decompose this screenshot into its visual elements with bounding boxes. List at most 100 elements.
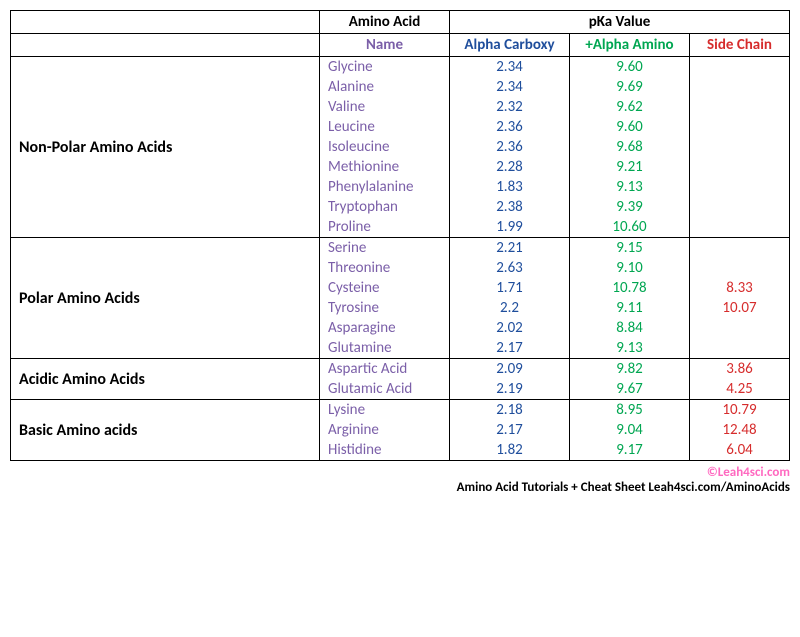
side-chain-value [690,258,790,278]
side-chain-value [690,97,790,117]
amino-name: Methionine [320,157,450,177]
side-chain-value: 4.25 [690,379,790,400]
empty-corner-2 [11,34,320,57]
table-row: Non-Polar Amino AcidsGlycine2.349.60 [11,57,790,78]
alpha-amino-value: 9.82 [570,359,690,380]
alpha-carboxy-value: 2.34 [450,57,570,78]
header-row-1: Amino Acid pKa Value [11,11,790,34]
header-pka-value: pKa Value [450,11,790,34]
amino-name: Lysine [320,400,450,421]
side-chain-value [690,57,790,78]
col-header-name: Name [320,34,450,57]
side-chain-value [690,217,790,238]
alpha-carboxy-value: 2.36 [450,137,570,157]
table-row: Basic Amino acidsLysine2.188.9510.79 [11,400,790,421]
alpha-amino-value: 9.68 [570,137,690,157]
amino-name: Isoleucine [320,137,450,157]
category-cell: Non-Polar Amino Acids [11,57,320,238]
alpha-amino-value: 9.15 [570,238,690,259]
header-row-2: Name Alpha Carboxy +Alpha Amino Side Cha… [11,34,790,57]
table-row: Polar Amino AcidsSerine2.219.15 [11,238,790,259]
side-chain-value [690,197,790,217]
side-chain-value [690,157,790,177]
side-chain-value [690,177,790,197]
side-chain-value: 8.33 [690,278,790,298]
alpha-amino-value: 9.39 [570,197,690,217]
amino-name: Arginine [320,420,450,440]
alpha-amino-value: 9.60 [570,57,690,78]
alpha-carboxy-value: 2.63 [450,258,570,278]
category-cell: Basic Amino acids [11,400,320,461]
alpha-amino-value: 10.78 [570,278,690,298]
table-row: Acidic Amino AcidsAspartic Acid2.099.823… [11,359,790,380]
alpha-amino-value: 9.10 [570,258,690,278]
amino-name: Histidine [320,440,450,461]
amino-name: Proline [320,217,450,238]
copyright-text: ©Leah4sci.com [10,465,790,480]
col-header-amino: +Alpha Amino [570,34,690,57]
amino-acid-table: Amino Acid pKa Value Name Alpha Carboxy … [10,10,790,461]
col-header-side: Side Chain [690,34,790,57]
alpha-amino-value: 9.21 [570,157,690,177]
side-chain-value [690,318,790,338]
amino-name: Tryptophan [320,197,450,217]
alpha-carboxy-value: 1.83 [450,177,570,197]
side-chain-value [690,77,790,97]
amino-name: Alanine [320,77,450,97]
alpha-carboxy-value: 2.32 [450,97,570,117]
side-chain-value [690,117,790,137]
alpha-amino-value: 9.04 [570,420,690,440]
side-chain-value [690,338,790,359]
side-chain-value: 3.86 [690,359,790,380]
amino-name: Threonine [320,258,450,278]
alpha-carboxy-value: 1.71 [450,278,570,298]
amino-name: Glycine [320,57,450,78]
alpha-carboxy-value: 1.99 [450,217,570,238]
alpha-carboxy-value: 2.02 [450,318,570,338]
alpha-carboxy-value: 2.17 [450,420,570,440]
amino-name: Glutamine [320,338,450,359]
col-header-carboxy: Alpha Carboxy [450,34,570,57]
alpha-amino-value: 9.62 [570,97,690,117]
alpha-carboxy-value: 2.21 [450,238,570,259]
alpha-amino-value: 9.13 [570,177,690,197]
side-chain-value: 10.07 [690,298,790,318]
alpha-amino-value: 9.17 [570,440,690,461]
alpha-amino-value: 9.69 [570,77,690,97]
alpha-carboxy-value: 2.18 [450,400,570,421]
alpha-amino-value: 9.60 [570,117,690,137]
alpha-carboxy-value: 2.09 [450,359,570,380]
amino-name: Leucine [320,117,450,137]
amino-name: Tyrosine [320,298,450,318]
alpha-carboxy-value: 2.17 [450,338,570,359]
amino-name: Serine [320,238,450,259]
amino-name: Aspartic Acid [320,359,450,380]
side-chain-value [690,238,790,259]
alpha-carboxy-value: 2.19 [450,379,570,400]
alpha-amino-value: 9.67 [570,379,690,400]
tutorial-text: Amino Acid Tutorials + Cheat Sheet Leah4… [10,480,790,495]
side-chain-value [690,137,790,157]
alpha-carboxy-value: 2.36 [450,117,570,137]
alpha-amino-value: 8.95 [570,400,690,421]
amino-name: Cysteine [320,278,450,298]
alpha-amino-value: 9.13 [570,338,690,359]
alpha-carboxy-value: 2.28 [450,157,570,177]
alpha-carboxy-value: 2.34 [450,77,570,97]
amino-name: Phenylalanine [320,177,450,197]
alpha-carboxy-value: 1.82 [450,440,570,461]
amino-name: Asparagine [320,318,450,338]
footer: ©Leah4sci.com Amino Acid Tutorials + Che… [10,465,790,495]
amino-name: Valine [320,97,450,117]
side-chain-value: 12.48 [690,420,790,440]
amino-name: Glutamic Acid [320,379,450,400]
alpha-carboxy-value: 2.38 [450,197,570,217]
header-amino-acid: Amino Acid [320,11,450,34]
alpha-amino-value: 9.11 [570,298,690,318]
alpha-amino-value: 10.60 [570,217,690,238]
category-cell: Acidic Amino Acids [11,359,320,400]
alpha-carboxy-value: 2.2 [450,298,570,318]
empty-corner [11,11,320,34]
side-chain-value: 6.04 [690,440,790,461]
alpha-amino-value: 8.84 [570,318,690,338]
